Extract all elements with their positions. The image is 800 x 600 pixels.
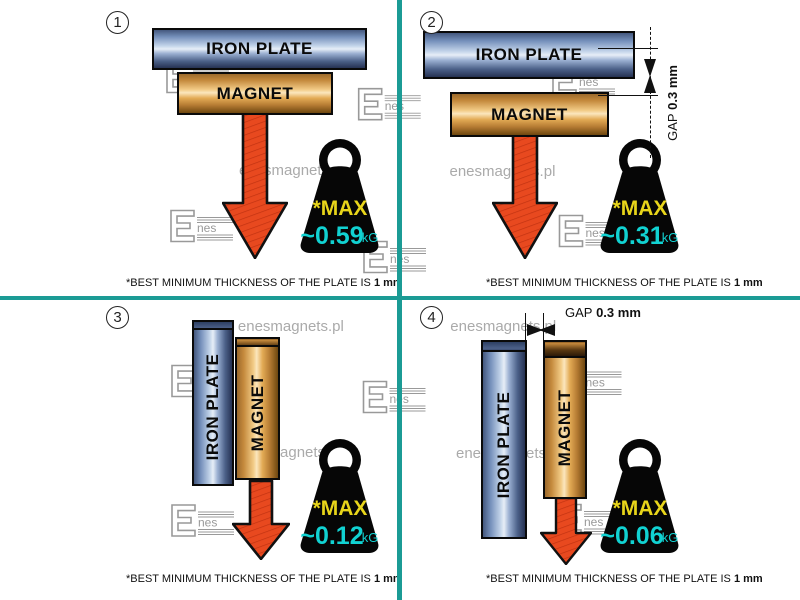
svg-text:~0.31: ~0.31: [600, 222, 663, 250]
svg-text:kG: kG: [362, 230, 379, 245]
svg-text:*MAX: *MAX: [613, 197, 668, 220]
svg-text:*MAX: *MAX: [613, 497, 668, 520]
svg-text:~0.12: ~0.12: [300, 522, 363, 550]
svg-text:kG: kG: [662, 230, 679, 245]
svg-text:~0.06: ~0.06: [600, 522, 663, 550]
svg-text:kG: kG: [662, 530, 679, 545]
svg-text:~0.59: ~0.59: [300, 222, 363, 250]
svg-text:kG: kG: [362, 530, 379, 545]
svg-text:*MAX: *MAX: [313, 197, 368, 220]
svg-text:enesmagnets.pl: enesmagnets.pl: [238, 318, 344, 335]
svg-text:*MAX: *MAX: [313, 497, 368, 520]
